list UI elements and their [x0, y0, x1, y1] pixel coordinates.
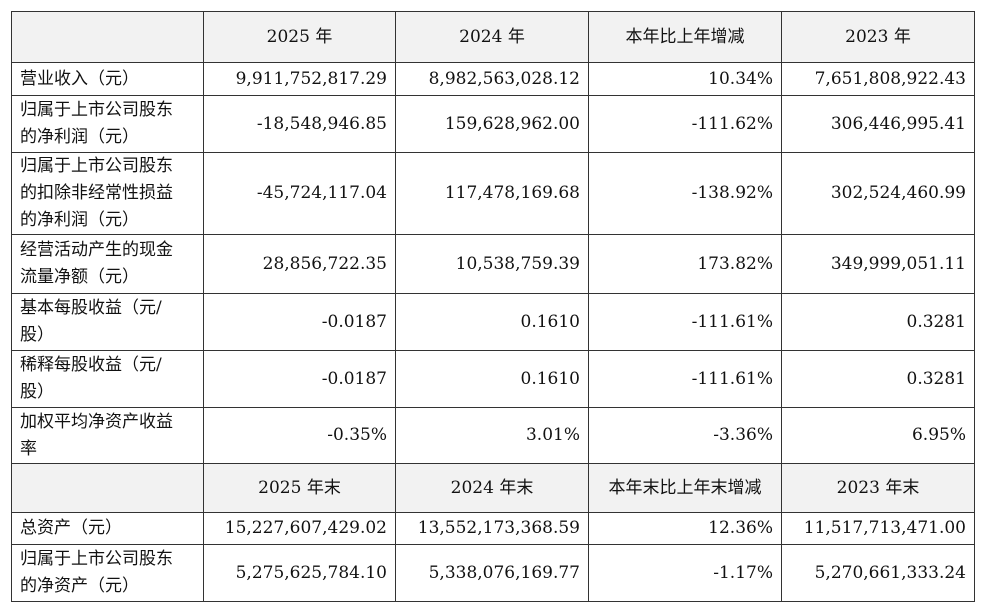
value-cell: 10.34% — [588, 62, 782, 96]
row-label: 加权平均净资产收益率 — [11, 407, 204, 464]
header-row: 2025 年末 2024 年末 本年末比上年末增减 2023 年末 — [11, 463, 975, 513]
header-cell — [11, 463, 204, 513]
row-label: 归属于上市公司股东的净资产（元） — [11, 544, 204, 602]
row-label: 经营活动产生的现金流量净额（元） — [11, 234, 204, 294]
value-cell: 159,628,962.00 — [395, 95, 589, 153]
row-label-text: 经营活动产生的现金流量净额（元） — [20, 240, 173, 287]
row-label-text: 营业收入（元） — [20, 68, 139, 89]
value-cell: -111.61% — [588, 350, 782, 408]
value-cell: 5,338,076,169.77 — [395, 544, 589, 602]
header-row: 2025 年 2024 年本年比上年增减 2023 年 — [11, 11, 975, 63]
data-row: 经营活动产生的现金流量净额（元） 28,856,722.35 10,538,759.… — [11, 234, 975, 294]
value-cell: 117,478,169.68 — [395, 152, 589, 235]
value-cell: 12.36% — [588, 512, 782, 545]
financial-table: 2025 年 2024 年本年比上年增减 2023 年营业收入（元） 9,911,75… — [11, 11, 975, 602]
row-label-text: 基本每股收益（元/股） — [20, 298, 162, 345]
value-cell: 15,227,607,429.02 — [203, 512, 396, 545]
header-cell: 本年比上年增减 — [588, 11, 782, 63]
value-cell: 9,911,752,817.29 — [203, 62, 396, 96]
data-row: 稀释每股收益（元/股） -0.0187 0.1610 -111.61% 0.3281 — [11, 350, 975, 408]
value-cell: 306,446,995.41 — [781, 95, 975, 153]
row-label-text: 稀释每股收益（元/股） — [20, 355, 162, 402]
value-cell: -111.61% — [588, 293, 782, 351]
row-label: 总资产（元） — [11, 512, 204, 545]
value-cell: -111.62% — [588, 95, 782, 153]
header-cell: 2025 年 — [203, 11, 396, 63]
value-cell: 349,999,051.11 — [781, 234, 975, 294]
value-cell: 0.3281 — [781, 293, 975, 351]
value-cell: 3.01% — [395, 407, 589, 464]
value-cell: -0.0187 — [203, 350, 396, 408]
value-cell: -18,548,946.85 — [203, 95, 396, 153]
header-cell: 2024 年 — [395, 11, 589, 63]
data-row: 加权平均净资产收益率 -0.35% 3.01% -3.36% 6.95% — [11, 407, 975, 464]
value-cell: 6.95% — [781, 407, 975, 464]
row-label: 基本每股收益（元/股） — [11, 293, 204, 351]
value-cell: -3.36% — [588, 407, 782, 464]
value-cell: 173.82% — [588, 234, 782, 294]
value-cell: -0.0187 — [203, 293, 396, 351]
value-cell: -45,724,117.04 — [203, 152, 396, 235]
table-body: 2025 年 2024 年本年比上年增减 2023 年营业收入（元） 9,911,75… — [11, 11, 975, 602]
row-label-text: 总资产（元） — [20, 518, 122, 538]
header-cell: 2024 年末 — [395, 463, 589, 513]
data-row: 总资产（元） 15,227,607,429.02 13,552,173,368.59… — [11, 512, 975, 545]
value-cell: 0.3281 — [781, 350, 975, 408]
value-cell: 28,856,722.35 — [203, 234, 396, 294]
value-cell: 11,517,713,471.00 — [781, 512, 975, 545]
header-cell: 本年末比上年末增减 — [588, 463, 782, 513]
row-label: 营业收入（元） — [11, 62, 204, 96]
data-row: 营业收入（元） 9,911,752,817.29 8,982,563,028.12 1… — [11, 62, 975, 96]
data-row: 基本每股收益（元/股） -0.0187 0.1610 -111.61% 0.3281 — [11, 293, 975, 351]
header-cell: 2025 年末 — [203, 463, 396, 513]
value-cell: 8,982,563,028.12 — [395, 62, 589, 96]
data-row: 归属于上市公司股东的净资产（元） 5,275,625,784.10 5,338,07… — [11, 544, 975, 602]
value-cell: 0.1610 — [395, 350, 589, 408]
row-label-text: 加权平均净资产收益率 — [20, 411, 173, 459]
value-cell: -138.92% — [588, 152, 782, 235]
row-label-text: 归属于上市公司股东的净利润（元） — [20, 100, 173, 147]
value-cell: -1.17% — [588, 544, 782, 602]
data-row: 归属于上市公司股东的净利润（元） -18,548,946.85 159,628,96… — [11, 95, 975, 153]
value-cell: 5,275,625,784.10 — [203, 544, 396, 602]
value-cell: 7,651,808,922.43 — [781, 62, 975, 96]
row-label: 归属于上市公司股东的净利润（元） — [11, 95, 204, 153]
header-cell: 2023 年末 — [781, 463, 975, 513]
row-label-text: 归属于上市公司股东的净资产（元） — [20, 549, 173, 596]
value-cell: 10,538,759.39 — [395, 234, 589, 294]
header-cell: 2023 年 — [781, 11, 975, 63]
value-cell: -0.35% — [203, 407, 396, 464]
row-label-text: 归属于上市公司股东的扣除非经常性损益的净利润（元） — [20, 156, 173, 230]
header-cell — [11, 11, 204, 63]
value-cell: 5,270,661,333.24 — [781, 544, 975, 602]
value-cell: 302,524,460.99 — [781, 152, 975, 235]
value-cell: 13,552,173,368.59 — [395, 512, 589, 545]
row-label: 稀释每股收益（元/股） — [11, 350, 204, 408]
data-row: 归属于上市公司股东的扣除非经常性损益的净利润（元） -45,724,117.04 1… — [11, 152, 975, 235]
value-cell: 0.1610 — [395, 293, 589, 351]
row-label: 归属于上市公司股东的扣除非经常性损益的净利润（元） — [11, 152, 204, 235]
